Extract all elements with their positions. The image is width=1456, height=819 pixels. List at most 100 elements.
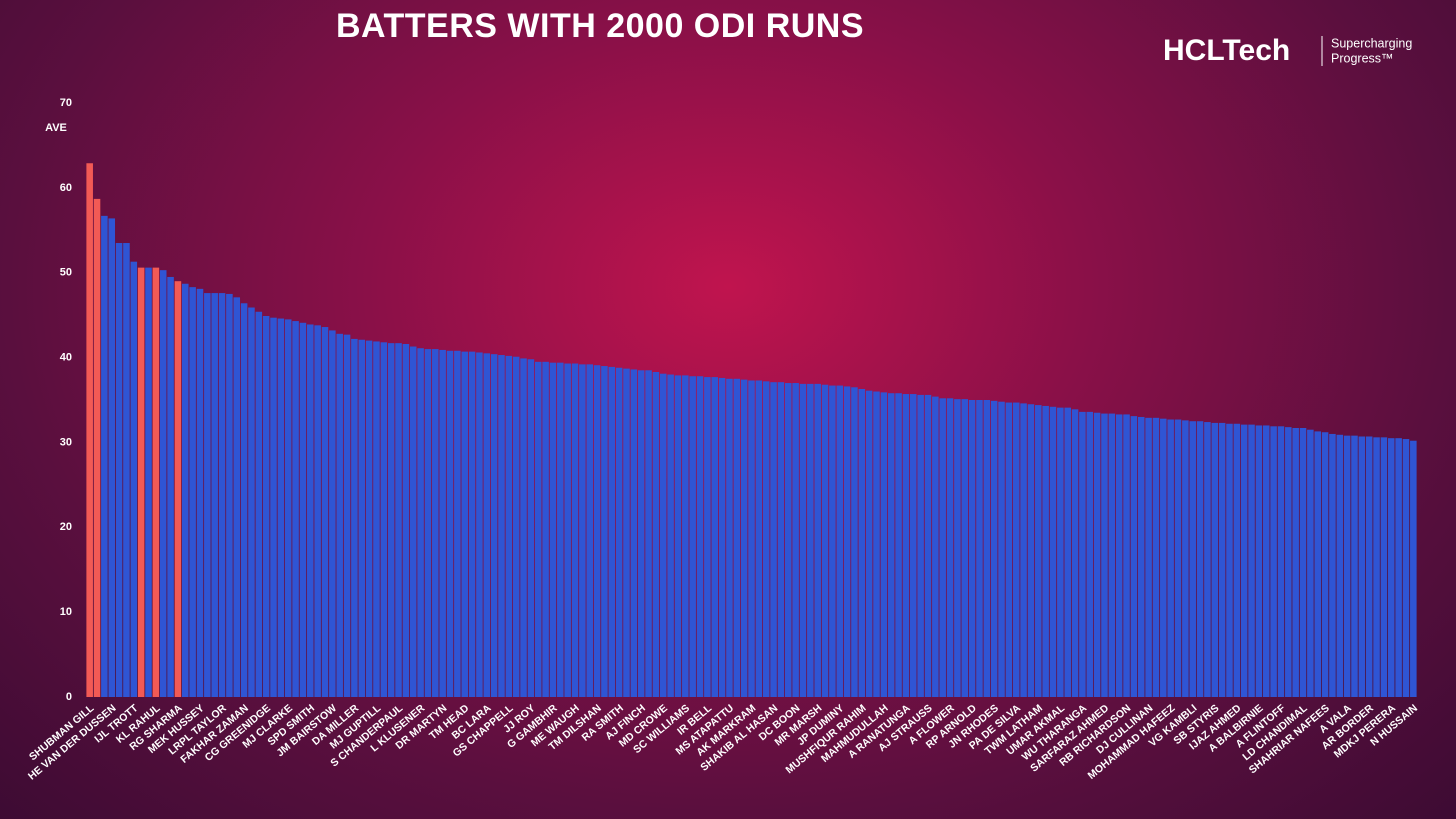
- bar: [1218, 422, 1226, 697]
- bar: [1373, 437, 1380, 697]
- bar: [976, 400, 983, 697]
- bar: [534, 361, 542, 697]
- bar: [204, 293, 211, 697]
- bar: [1152, 417, 1160, 697]
- bar: [858, 388, 866, 697]
- bar: [373, 341, 380, 697]
- bar: [1042, 405, 1049, 697]
- bar: [557, 362, 564, 697]
- bar: [564, 363, 571, 697]
- bar: [380, 342, 388, 697]
- y-tick-label: 50: [60, 267, 72, 279]
- bar: [402, 343, 410, 697]
- bar: [1343, 435, 1351, 697]
- bar: [961, 399, 969, 697]
- bar: [1130, 416, 1138, 697]
- bar: [924, 394, 932, 697]
- y-tick-label: 60: [60, 182, 72, 194]
- bar: [807, 383, 814, 697]
- bar: [1211, 422, 1219, 697]
- bar: [704, 377, 711, 697]
- bar: [409, 346, 417, 697]
- bar: [762, 381, 770, 697]
- bar: [108, 218, 116, 698]
- bar: [1226, 423, 1233, 697]
- bar: [145, 267, 152, 697]
- bar: [432, 349, 439, 697]
- bar: [189, 287, 196, 697]
- bar: [579, 364, 586, 697]
- bar: [1262, 425, 1270, 697]
- bar: [998, 401, 1005, 697]
- bar: [490, 354, 498, 697]
- bar: [1314, 431, 1322, 697]
- bar: [218, 293, 226, 697]
- bar: [137, 267, 145, 697]
- bar: [593, 365, 601, 697]
- bar: [814, 383, 821, 697]
- bar: [1270, 426, 1277, 697]
- bar: [770, 382, 777, 697]
- bar: [1167, 419, 1174, 697]
- bar: [1182, 420, 1189, 697]
- bar: [968, 400, 976, 697]
- bar: [174, 281, 182, 697]
- y-tick-label: 40: [60, 351, 72, 363]
- bar: [211, 293, 218, 697]
- bar: [939, 398, 946, 697]
- bar: [1233, 423, 1241, 697]
- bar: [542, 361, 549, 697]
- bar: [689, 376, 696, 697]
- bar: [130, 261, 138, 697]
- bar: [873, 391, 880, 697]
- bar: [292, 321, 299, 697]
- bar: [1365, 436, 1373, 697]
- bar: [527, 359, 535, 697]
- bar: [1086, 411, 1094, 697]
- bar: [836, 385, 844, 697]
- bar: [387, 343, 395, 697]
- bar: [1020, 403, 1027, 697]
- bar: [152, 267, 160, 697]
- bar: [1410, 440, 1417, 697]
- bar: [424, 349, 432, 697]
- bar: [1049, 406, 1057, 697]
- y-tick-label: 30: [60, 436, 72, 448]
- chart-title: BATTERS WITH 2000 ODI RUNS: [336, 7, 864, 45]
- bar: [910, 394, 917, 697]
- bar: [468, 351, 476, 697]
- bar: [652, 371, 660, 697]
- bar: [799, 383, 807, 697]
- bar: [277, 318, 285, 697]
- bar: [740, 379, 748, 697]
- bar: [880, 392, 888, 697]
- bar: [167, 276, 174, 697]
- bar: [1402, 439, 1410, 697]
- bar: [417, 348, 424, 697]
- bar: [1160, 418, 1167, 697]
- bar: [932, 396, 939, 697]
- bar: [954, 399, 961, 697]
- bar: [233, 297, 241, 697]
- bar: [1248, 424, 1255, 697]
- bar: [1329, 433, 1336, 697]
- bar: [123, 243, 130, 697]
- bar: [365, 340, 373, 697]
- bar: [1380, 437, 1388, 697]
- bar: [667, 374, 674, 697]
- bar: [1307, 429, 1314, 697]
- bar: [1012, 402, 1020, 697]
- bar: [505, 355, 513, 697]
- bar: [821, 384, 829, 697]
- bar: [240, 303, 248, 697]
- bar: [1196, 421, 1204, 697]
- bar: [865, 390, 873, 697]
- bar: [284, 319, 292, 697]
- bar: [196, 288, 204, 697]
- bar: [630, 369, 638, 697]
- bar: [1189, 421, 1196, 697]
- bar: [674, 375, 682, 697]
- bar: [1255, 425, 1263, 697]
- bar: [748, 380, 755, 697]
